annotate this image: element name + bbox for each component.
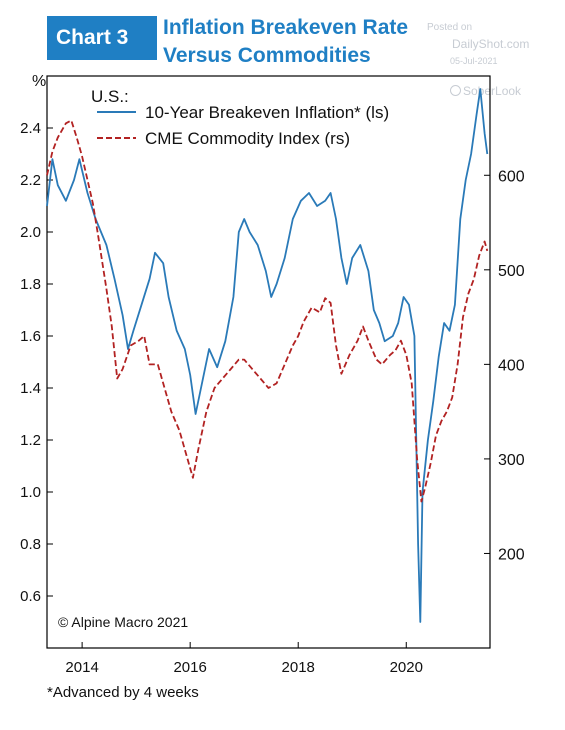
left-axis-tick-label: 1.8 bbox=[20, 276, 41, 293]
left-axis-tick-label: 2.4 bbox=[20, 120, 41, 137]
chart-title-line-2: Versus Commodities bbox=[163, 44, 371, 67]
x-axis-tick-label: 2014 bbox=[65, 659, 98, 676]
left-axis-unit: % bbox=[32, 73, 46, 90]
x-axis-tick-label: 2020 bbox=[390, 659, 423, 676]
watermark-posted-on: Posted on bbox=[427, 22, 473, 33]
axes: % 0.6 0.8 1.0 1.2 1.4 1.6 1.8 2.0 2.2 2.4 200 300 400… bbox=[20, 73, 525, 676]
series-layer bbox=[46, 88, 489, 623]
plot-frame bbox=[46, 75, 491, 649]
left-axis-tick-label: 1.4 bbox=[20, 380, 41, 397]
series-line-breakeven-inflation bbox=[46, 88, 489, 623]
right-axis-tick-label: 400 bbox=[498, 357, 525, 374]
legend-label: CME Commodity Index (rs) bbox=[145, 129, 350, 148]
left-axis-tick-label: 1.0 bbox=[20, 484, 41, 501]
legend-label: 10-Year Breakeven Inflation* (ls) bbox=[145, 103, 389, 122]
right-axis-tick-label: 300 bbox=[498, 452, 525, 469]
right-axis-tick-label: 600 bbox=[498, 168, 525, 185]
watermark-date: 05-Jul-2021 bbox=[450, 56, 498, 66]
right-axis-tick-label: 200 bbox=[498, 546, 525, 563]
left-axis-tick-label: 1.6 bbox=[20, 328, 41, 345]
chart-number-badge: Chart 3 bbox=[47, 16, 157, 60]
left-axis-tick-label: 0.6 bbox=[20, 588, 41, 605]
left-axis-tick-label: 2.2 bbox=[20, 172, 41, 189]
watermark-handle: SoberLook bbox=[450, 84, 521, 98]
left-axis-tick-label: 1.2 bbox=[20, 432, 41, 449]
at-icon bbox=[450, 85, 461, 96]
watermark-site: DailyShot.com bbox=[452, 37, 530, 51]
x-axis-tick-label: 2018 bbox=[282, 659, 315, 676]
x-axis-tick-label: 2016 bbox=[173, 659, 206, 676]
chart-title: Inflation Breakeven Rate Versus Commodit… bbox=[163, 14, 408, 70]
left-axis-tick-label: 2.0 bbox=[20, 224, 41, 241]
legend-title: U.S.: bbox=[91, 87, 129, 106]
left-axis-tick-label: 0.8 bbox=[20, 536, 41, 553]
legend: U.S.: 10-Year Breakeven Inflation* (ls) CM… bbox=[91, 87, 389, 148]
footnote: *Advanced by 4 weeks bbox=[47, 684, 199, 701]
source-label: © Alpine Macro 2021 bbox=[58, 614, 188, 630]
chart-title-line-1: Inflation Breakeven Rate bbox=[163, 16, 409, 39]
right-axis-tick-label: 500 bbox=[498, 263, 525, 280]
series-line-commodity-index bbox=[46, 119, 489, 503]
